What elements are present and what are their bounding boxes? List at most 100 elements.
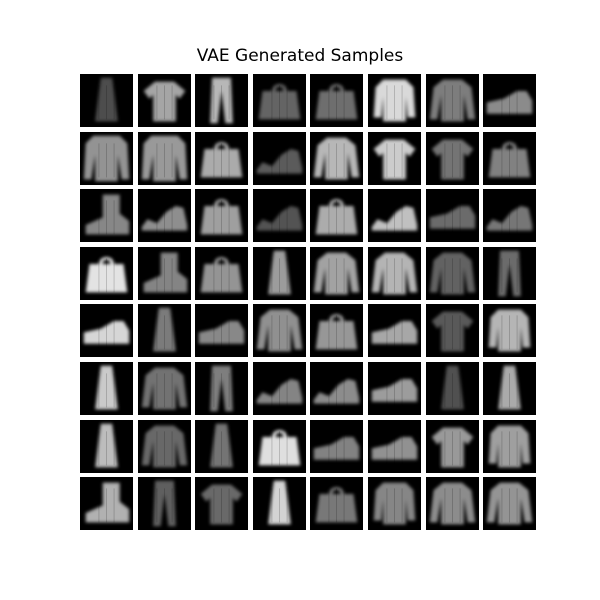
figure-title: VAE Generated Samples bbox=[196, 46, 404, 66]
ankle-boot-sample bbox=[80, 189, 133, 242]
pullover-sample bbox=[253, 304, 306, 357]
sample-tile bbox=[80, 304, 133, 357]
sample-tile bbox=[253, 477, 306, 530]
sample-tile bbox=[426, 74, 479, 127]
tshirt-sample bbox=[426, 420, 479, 473]
sample-tile bbox=[253, 189, 306, 242]
sample-tile bbox=[483, 420, 536, 473]
sample-tile bbox=[368, 304, 421, 357]
sandal-sample bbox=[253, 132, 306, 185]
ankle-boot-sample bbox=[138, 247, 191, 300]
sneaker-sample bbox=[80, 304, 133, 357]
sample-tile bbox=[253, 362, 306, 415]
trouser-sample bbox=[195, 74, 248, 127]
tshirt-sample bbox=[368, 132, 421, 185]
sample-tile bbox=[138, 362, 191, 415]
sample-tile bbox=[483, 362, 536, 415]
sneaker-sample bbox=[368, 362, 421, 415]
tshirt-sample bbox=[138, 74, 191, 127]
sample-tile bbox=[138, 304, 191, 357]
sample-tile bbox=[368, 74, 421, 127]
sample-tile bbox=[483, 132, 536, 185]
bag-sample bbox=[310, 304, 363, 357]
sample-tile bbox=[138, 247, 191, 300]
sample-tile bbox=[80, 420, 133, 473]
trouser-sample bbox=[195, 362, 248, 415]
pullover-sample bbox=[310, 247, 363, 300]
dress-sample bbox=[253, 477, 306, 530]
bag-sample bbox=[483, 132, 536, 185]
pullover-sample bbox=[310, 132, 363, 185]
sample-tile bbox=[138, 132, 191, 185]
sample-tile bbox=[195, 247, 248, 300]
sample-tile bbox=[483, 74, 536, 127]
sample-tile bbox=[368, 189, 421, 242]
sample-tile bbox=[368, 477, 421, 530]
sample-tile bbox=[483, 189, 536, 242]
pullover-sample bbox=[138, 362, 191, 415]
pullover-sample bbox=[426, 477, 479, 530]
sandal-sample bbox=[138, 189, 191, 242]
bag-sample bbox=[253, 74, 306, 127]
sneaker-sample bbox=[368, 420, 421, 473]
sample-tile bbox=[253, 304, 306, 357]
sample-tile bbox=[253, 74, 306, 127]
sample-tile bbox=[426, 189, 479, 242]
tshirt-sample bbox=[426, 132, 479, 185]
sample-tile bbox=[368, 132, 421, 185]
sample-tile bbox=[310, 304, 363, 357]
sample-tile bbox=[195, 477, 248, 530]
sandal-sample bbox=[310, 362, 363, 415]
ankle-boot-sample bbox=[80, 477, 133, 530]
dress-sample bbox=[80, 74, 133, 127]
dress-sample bbox=[80, 362, 133, 415]
sample-tile bbox=[426, 247, 479, 300]
bag-sample bbox=[310, 477, 363, 530]
sample-tile bbox=[483, 247, 536, 300]
coat-sample bbox=[80, 132, 133, 185]
sample-tile bbox=[195, 362, 248, 415]
sample-tile bbox=[195, 189, 248, 242]
sample-tile bbox=[80, 189, 133, 242]
sample-tile bbox=[426, 420, 479, 473]
sample-tile bbox=[310, 420, 363, 473]
sample-tile bbox=[195, 420, 248, 473]
sample-tile bbox=[426, 362, 479, 415]
sample-tile bbox=[195, 74, 248, 127]
tshirt-sample bbox=[195, 477, 248, 530]
sample-tile bbox=[310, 477, 363, 530]
sample-tile bbox=[138, 477, 191, 530]
trouser-sample bbox=[483, 247, 536, 300]
sample-tile bbox=[368, 420, 421, 473]
dress-sample bbox=[426, 362, 479, 415]
bag-sample bbox=[80, 247, 133, 300]
shirt-sample bbox=[368, 477, 421, 530]
sample-tile bbox=[195, 304, 248, 357]
bag-sample bbox=[195, 189, 248, 242]
sandal-sample bbox=[368, 189, 421, 242]
pullover-sample bbox=[483, 477, 536, 530]
sample-tile bbox=[426, 132, 479, 185]
sample-grid bbox=[80, 74, 536, 530]
sample-tile bbox=[310, 362, 363, 415]
sample-tile bbox=[483, 477, 536, 530]
pullover-sample bbox=[426, 247, 479, 300]
sandal-sample bbox=[483, 189, 536, 242]
sneaker-sample bbox=[426, 189, 479, 242]
sample-tile bbox=[80, 477, 133, 530]
sample-tile bbox=[310, 247, 363, 300]
sneaker-sample bbox=[483, 74, 536, 127]
sample-tile bbox=[138, 74, 191, 127]
bag-sample bbox=[195, 247, 248, 300]
sandal-sample bbox=[253, 362, 306, 415]
dress-sample bbox=[138, 304, 191, 357]
sample-tile bbox=[253, 420, 306, 473]
sample-tile bbox=[310, 189, 363, 242]
bag-sample bbox=[310, 189, 363, 242]
bag-sample bbox=[195, 132, 248, 185]
sample-tile bbox=[368, 362, 421, 415]
dress-sample bbox=[253, 247, 306, 300]
shirt-sample bbox=[483, 420, 536, 473]
bag-sample bbox=[253, 420, 306, 473]
sample-tile bbox=[138, 189, 191, 242]
